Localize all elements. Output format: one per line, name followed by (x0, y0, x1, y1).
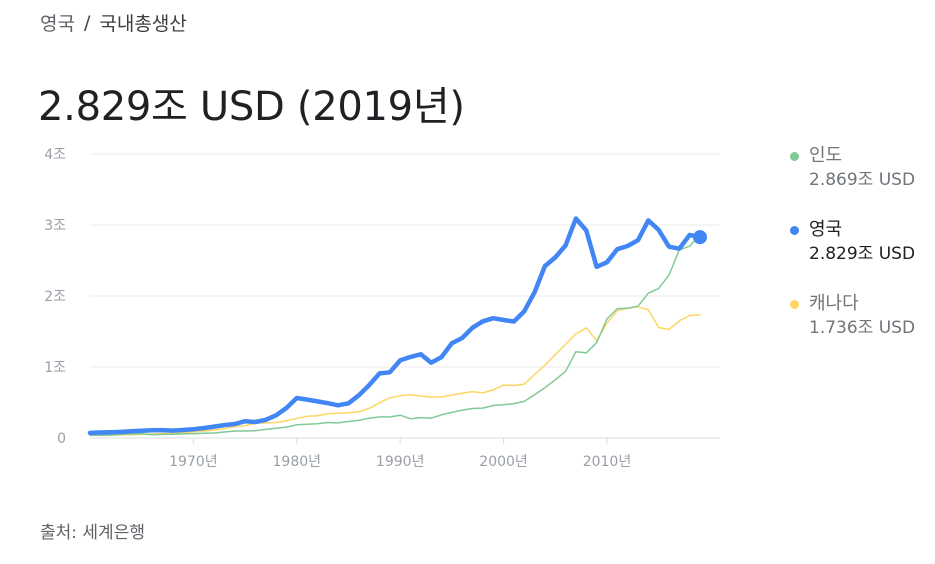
breadcrumb: 영국 / 국내총생산 (40, 9, 187, 36)
chart-series-lines (87, 216, 703, 437)
series-line-india (89, 233, 701, 437)
series-endpoint-uk (693, 230, 707, 245)
legend-item-india[interactable]: 인도 2.869조 USD (790, 144, 930, 192)
y-tick-label: 4조 (44, 147, 66, 163)
legend-value-canada: 1.736조 USD (809, 318, 916, 338)
breadcrumb-separator: / (83, 11, 91, 34)
legend-value-uk: 2.829조 USD (809, 244, 916, 264)
y-tick-label: 3조 (44, 218, 66, 234)
y-axis-tick-labels: 0 1조 2조 3조 4조 (44, 147, 66, 447)
legend-value-india: 2.869조 USD (809, 170, 916, 190)
legend-name-india: 인도 (809, 145, 843, 166)
chart-markers (693, 230, 707, 245)
y-tick-label: 2조 (44, 289, 66, 305)
gdp-line-chart[interactable]: 0 1조 2조 3조 4조 1970년 1980년 1990년 2000년 2010년 (0, 0, 760, 490)
x-tick-label: 1990년 (376, 454, 425, 470)
x-tick-label: 2000년 (479, 454, 528, 470)
x-tick-label: 1980년 (273, 454, 322, 470)
legend-dot-canada (790, 300, 799, 309)
headline-value: 2.829조 USD (2019년) (38, 84, 465, 130)
y-tick-label: 0 (57, 431, 66, 447)
legend-dot-india (790, 152, 799, 161)
legend-name-canada: 캐나다 (809, 293, 859, 314)
legend-dot-uk (790, 226, 799, 235)
x-axis-tick-labels: 1970년 1980년 1990년 2000년 2010년 (169, 454, 631, 470)
series-line-uk (87, 216, 703, 436)
x-tick-label: 2010년 (583, 454, 632, 470)
legend-item-canada[interactable]: 캐나다 1.736조 USD (790, 292, 930, 340)
legend-item-uk[interactable]: 영국 2.829조 USD (790, 218, 930, 266)
y-tick-label: 1조 (44, 360, 66, 376)
chart-gridlines (90, 153, 720, 444)
x-tick-label: 1970년 (169, 454, 218, 470)
chart-legend: 인도 2.869조 USD 영국 2.829조 USD 캐나다 1.736조 U… (790, 144, 930, 366)
breadcrumb-parent-link[interactable]: 영국 (40, 13, 75, 35)
source-attribution: 출처: 세계은행 (40, 523, 145, 543)
breadcrumb-current: 국내총생산 (99, 13, 187, 35)
legend-name-uk: 영국 (809, 219, 843, 240)
